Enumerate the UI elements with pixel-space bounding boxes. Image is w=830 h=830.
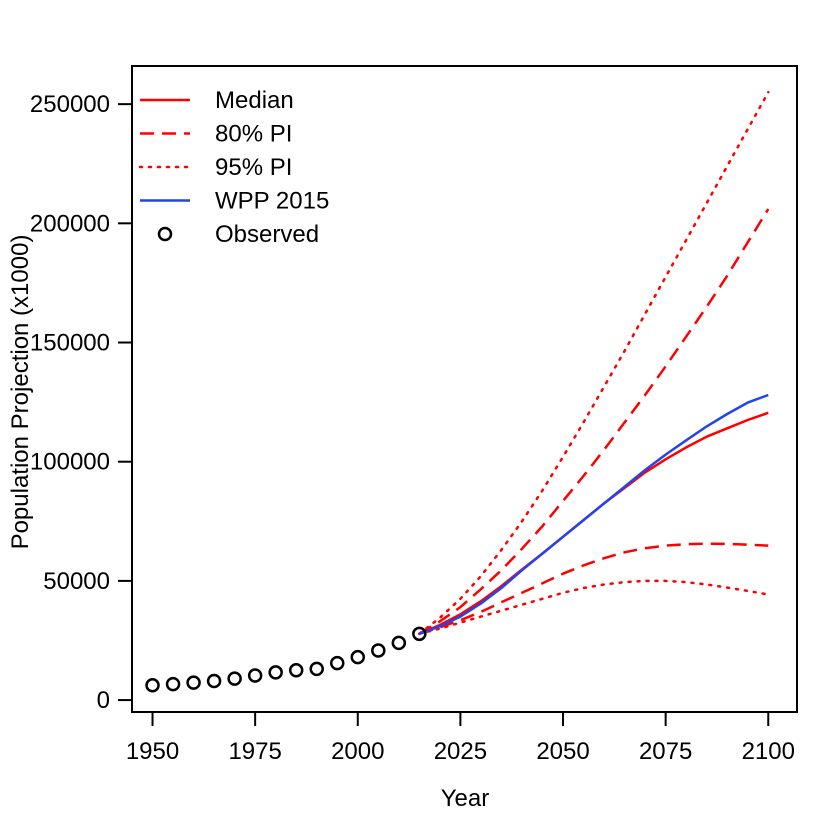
x-tick-label: 2050 xyxy=(536,738,589,765)
series-line-wpp-2015 xyxy=(418,393,769,635)
x-tick-label: 1975 xyxy=(228,738,281,765)
x-tick-label: 2000 xyxy=(331,738,384,765)
observed-point xyxy=(329,655,345,671)
x-tick-label: 2025 xyxy=(434,738,487,765)
series-line-80-pi-upper xyxy=(418,208,770,635)
legend-item-observed: Observed xyxy=(157,221,319,248)
x-axis-title: Year xyxy=(441,785,490,812)
observed-point xyxy=(391,635,407,651)
observed-point xyxy=(371,643,386,658)
legend-item-wpp-2015: WPP 2015 xyxy=(140,188,329,215)
x-tick-label: 2100 xyxy=(742,738,795,765)
legend: Median 80% PI 95% PI WPP 2015 Observed xyxy=(138,87,329,248)
y-tick-label: 250000 xyxy=(30,91,110,118)
x-tick-label: 2075 xyxy=(639,738,692,765)
observed-points-layer xyxy=(145,626,427,693)
legend-item-95-pi: 95% PI xyxy=(138,154,292,181)
y-tick-label: 0 xyxy=(97,687,110,714)
series-line-95-pi-upper xyxy=(418,90,770,636)
observed-point xyxy=(165,676,181,692)
y-tick-label: 50000 xyxy=(43,568,110,595)
y-tick-label: 100000 xyxy=(30,449,110,476)
observed-point xyxy=(309,661,324,677)
legend-label: Median xyxy=(215,87,294,114)
observed-point xyxy=(206,673,222,689)
legend-label: 80% PI xyxy=(215,121,292,148)
observed-point xyxy=(186,675,201,690)
y-axis-title: Population Projection (x1000) xyxy=(7,235,34,550)
observed-point xyxy=(268,665,283,680)
series-line-95-pi-lower xyxy=(418,579,770,636)
observed-point xyxy=(247,668,263,683)
legend-item-median: Median xyxy=(140,87,294,114)
y-tick-label: 200000 xyxy=(30,210,110,237)
y-tick-label: 150000 xyxy=(30,330,110,357)
legend-label: WPP 2015 xyxy=(215,188,329,215)
y-axis: 0 50000 100000 150000 200000 250000 xyxy=(30,91,133,714)
observed-point xyxy=(227,671,242,686)
legend-label: 95% PI xyxy=(215,154,292,181)
observed-point xyxy=(145,678,160,693)
observed-point xyxy=(412,626,427,642)
x-tick-label: 1950 xyxy=(126,738,179,765)
observed-point xyxy=(288,663,304,678)
legend-label: Observed xyxy=(215,221,319,248)
series-line-80-pi-lower xyxy=(418,542,769,635)
legend-item-80-pi: 80% PI xyxy=(140,121,292,148)
series-layer xyxy=(418,90,770,636)
observed-point xyxy=(350,649,366,665)
legend-marker xyxy=(157,226,173,242)
x-axis: 1950 1975 2000 2025 2050 2075 2100 xyxy=(126,711,795,765)
